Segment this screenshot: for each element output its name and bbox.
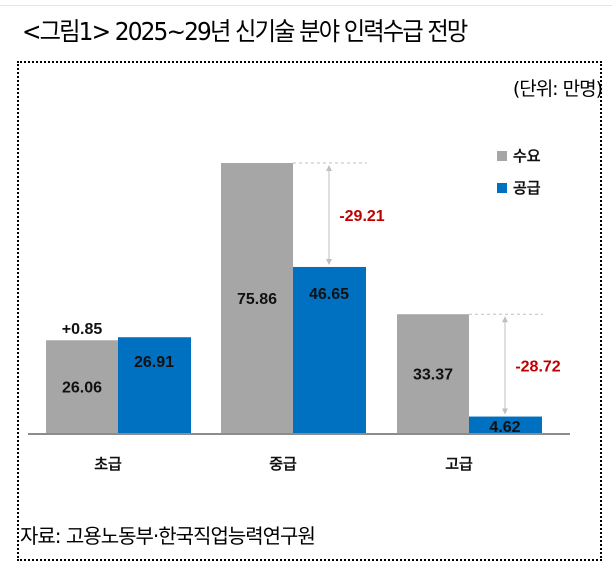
chart-title: <그림1> 2025~29년 신기술 분야 인력수급 전망 [22, 17, 468, 46]
arrow-head-down-2 [502, 408, 508, 415]
unit-label: (단위: 만명) [512, 78, 603, 100]
source-note: 자료: 고용노동부·한국직업능력연구원 [20, 524, 316, 548]
label-demand-0: 26.06 [62, 380, 102, 397]
bar-supply-1 [293, 266, 366, 433]
label-supply-1: 46.65 [309, 286, 349, 303]
category-label-1: 중급 [269, 455, 297, 473]
label-supply-0: 26.91 [134, 354, 174, 371]
chart-frame [17, 61, 602, 561]
difference-label-0: +0.85 [62, 321, 103, 338]
top-divider [0, 5, 612, 6]
arrow-head-up-2 [502, 316, 508, 323]
label-supply-2: 4.62 [489, 419, 520, 436]
legend-swatch-0 [497, 151, 507, 161]
bar-supply-0 [118, 337, 191, 433]
label-demand-2: 33.37 [413, 367, 453, 384]
label-demand-1: 75.86 [237, 291, 277, 308]
legend-label-0: 수요 [513, 147, 541, 165]
difference-label-1: -29.21 [339, 208, 384, 225]
arrow-head-down-1 [326, 258, 332, 265]
category-label-2: 고급 [445, 455, 473, 473]
arrow-head-up-1 [326, 165, 332, 171]
category-label-0: 초급 [94, 455, 122, 473]
bar-demand-1 [221, 163, 293, 433]
bar-supply-2 [469, 416, 542, 433]
bar-demand-2 [397, 314, 469, 433]
bar-demand-0 [46, 340, 118, 433]
difference-label-2: -28.72 [515, 358, 560, 375]
legend-swatch-1 [497, 183, 507, 193]
legend-label-1: 공급 [513, 179, 541, 197]
